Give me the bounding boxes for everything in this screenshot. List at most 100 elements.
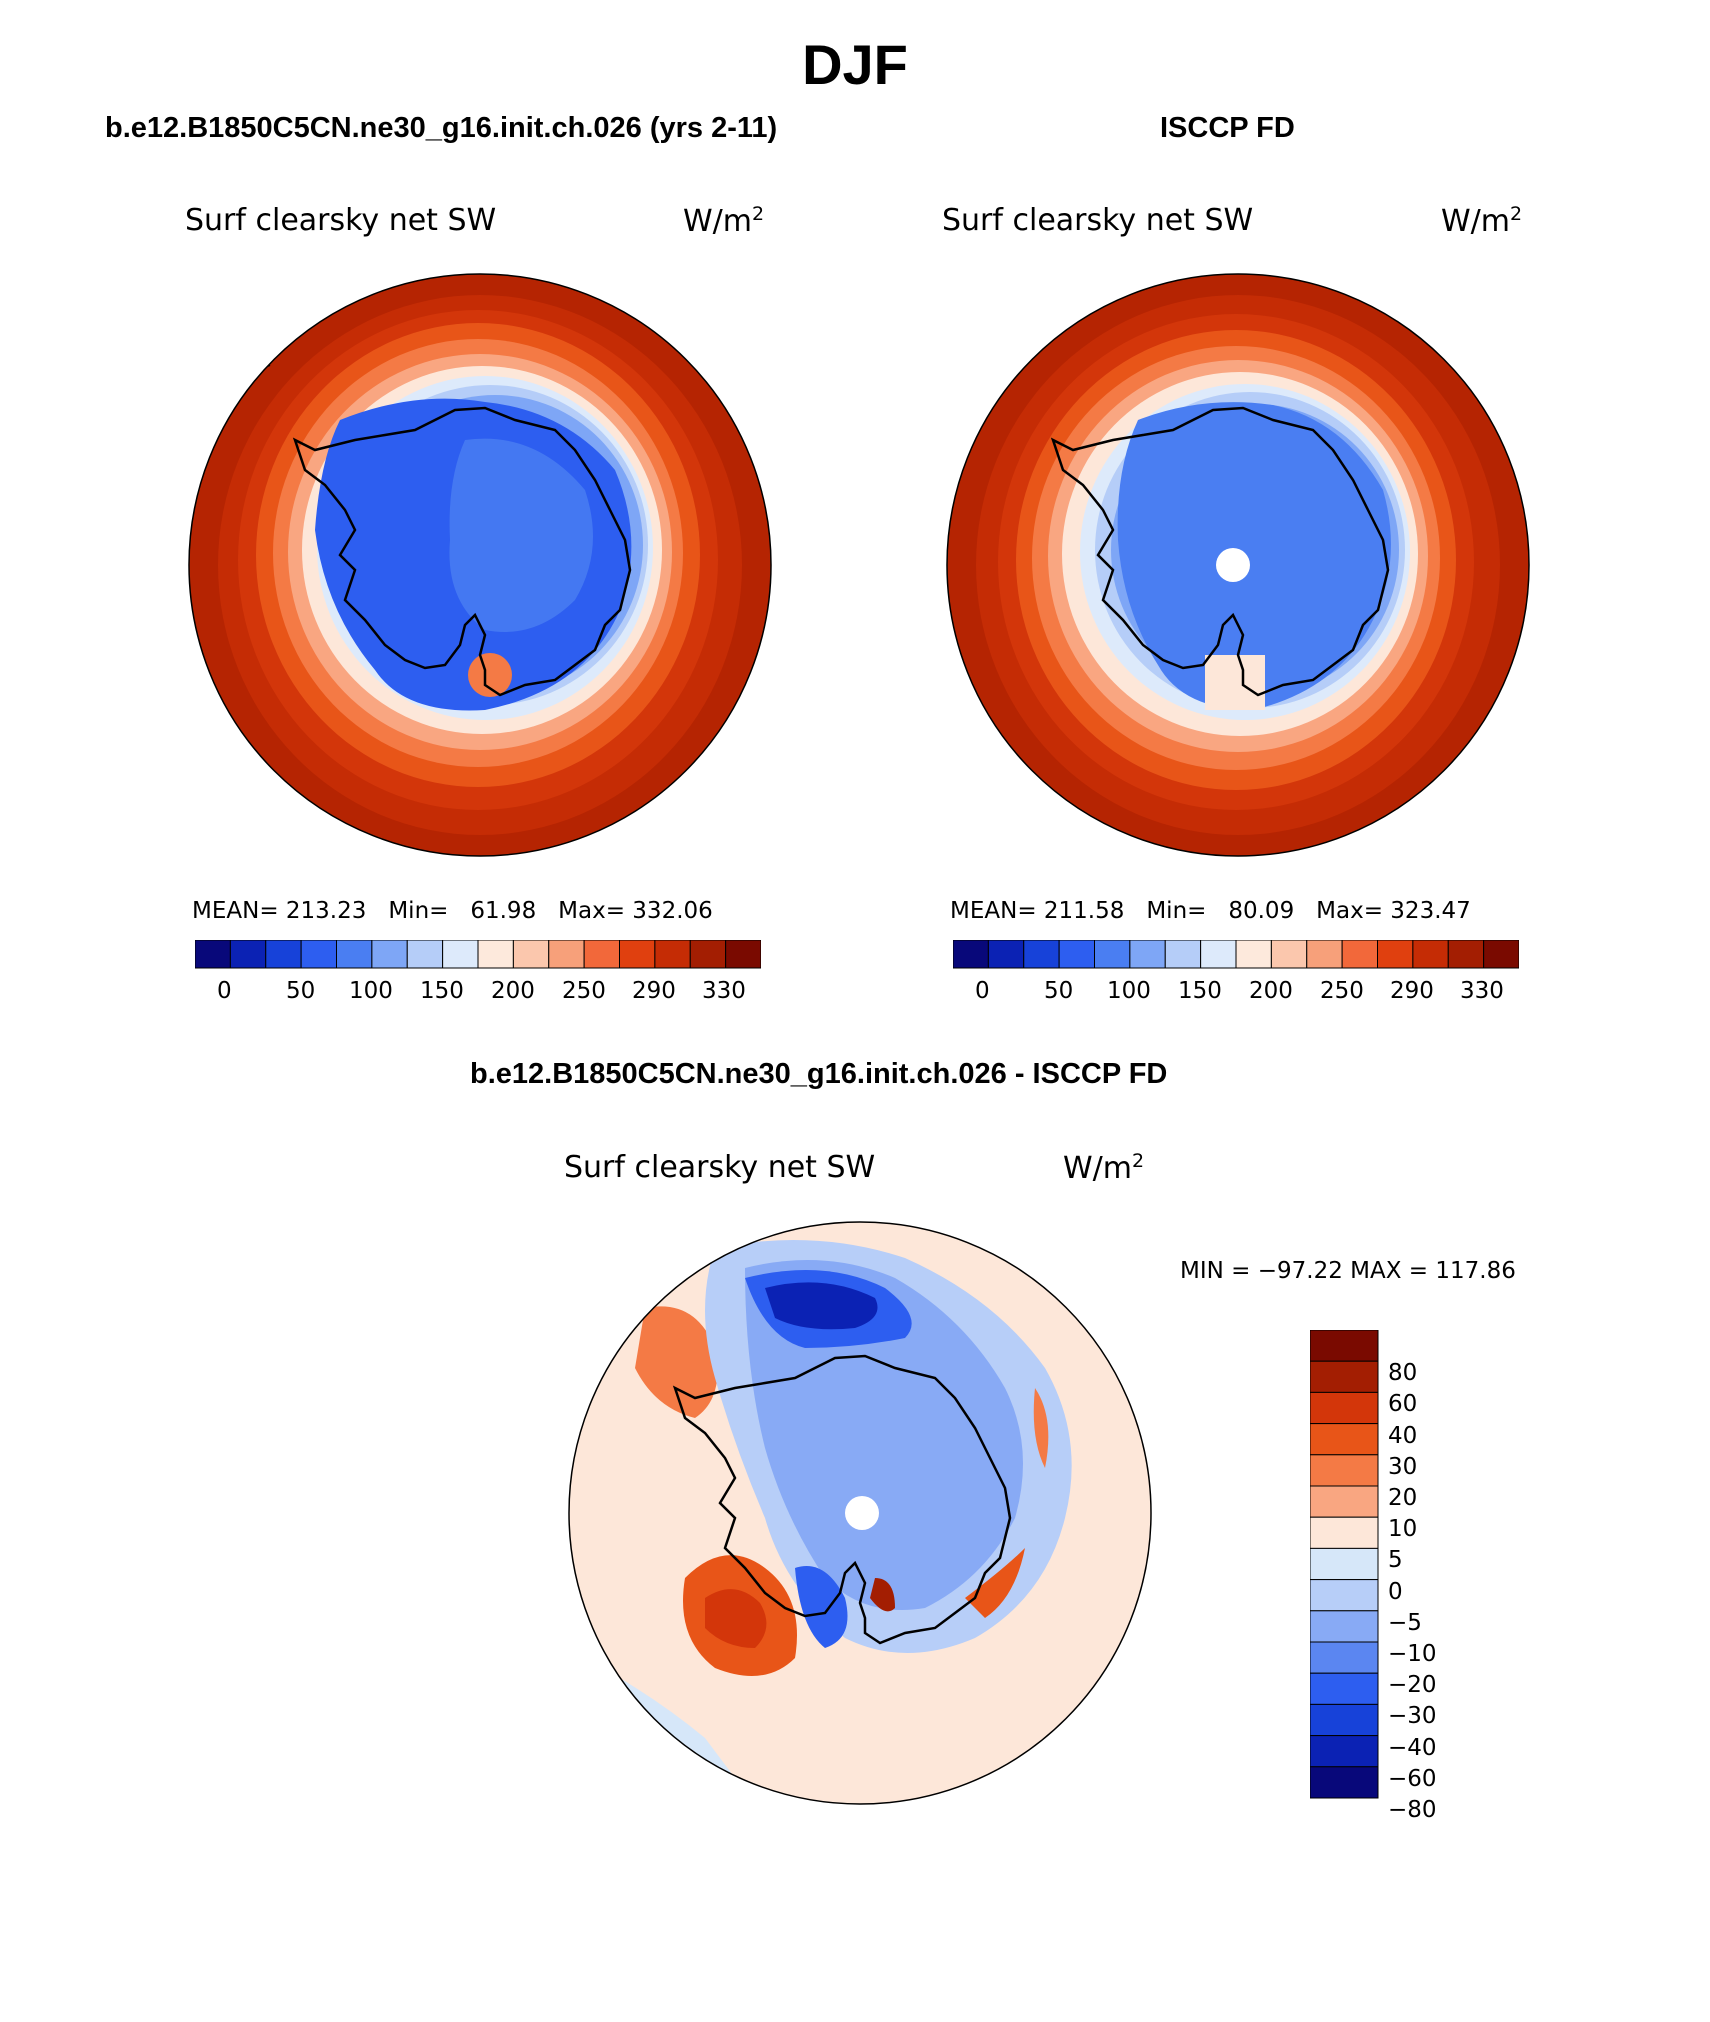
- colorbar-swatch: [1023, 940, 1060, 969]
- colorbar-swatch: [1058, 940, 1096, 969]
- colorbar-tick: 50: [1044, 978, 1074, 1004]
- colorbar-label: −5: [1388, 1609, 1422, 1636]
- colorbar-swatch: [953, 940, 989, 969]
- panel-title-obs: ISCCP FD: [1160, 112, 1295, 144]
- colorbar-swatch: [1094, 940, 1131, 969]
- colorbar-swatch: [1310, 1735, 1379, 1768]
- stats-model: MEAN= 213.23 Min= 61.98 Max= 332.06: [192, 898, 713, 924]
- colorbar-label: 40: [1388, 1422, 1418, 1449]
- colorbar-swatch: [1310, 1485, 1379, 1518]
- colorbar-label: 10: [1388, 1516, 1418, 1543]
- colorbar-swatch: [1129, 940, 1166, 969]
- colorbar-swatch: [406, 940, 444, 969]
- colorbar-tick: 150: [420, 978, 464, 1004]
- colorbar-swatch: [1483, 940, 1519, 969]
- colorbar-label: 5: [1388, 1547, 1403, 1574]
- colorbar-diff: [1310, 1330, 1379, 1799]
- figure-title: DJF: [802, 33, 908, 96]
- colorbar-swatch: [300, 940, 338, 969]
- colorbar-swatch: [477, 940, 514, 969]
- colorbar-swatch: [654, 940, 691, 969]
- colorbar-label: −10: [1388, 1641, 1437, 1667]
- units-label-model: W/m2: [683, 203, 765, 239]
- colorbar-swatch: [1310, 1547, 1379, 1581]
- colorbar-ticks-obs: 0 50 100 150 200 250 290 330: [953, 978, 1519, 1008]
- colorbar-swatch: [1377, 940, 1414, 969]
- map-obs-polar: [946, 273, 1530, 857]
- colorbar-swatch: [1310, 1579, 1379, 1612]
- colorbar-swatch: [371, 940, 408, 969]
- colorbar-swatch: [442, 940, 479, 969]
- colorbar-model: [195, 940, 761, 969]
- colorbar-swatch: [1310, 1610, 1379, 1643]
- colorbar-swatch: [1310, 1672, 1379, 1705]
- colorbar-label: 20: [1388, 1485, 1418, 1511]
- colorbar-swatch: [265, 940, 302, 969]
- units-label-diff: W/m2: [1063, 1150, 1145, 1186]
- colorbar-swatch: [1235, 940, 1272, 969]
- colorbar-tick: 200: [491, 978, 535, 1004]
- colorbar-swatch: [1310, 1703, 1379, 1737]
- colorbar-tick: 330: [1460, 978, 1504, 1004]
- colorbar-swatch: [619, 940, 656, 969]
- colorbar-swatch: [1310, 1423, 1379, 1456]
- colorbar-swatch: [512, 940, 550, 969]
- colorbar-label: −30: [1388, 1703, 1437, 1730]
- colorbar-swatch: [725, 940, 761, 969]
- panel-title-model: b.e12.B1850C5CN.ne30_g16.init.ch.026 (yr…: [105, 112, 778, 144]
- colorbar-swatch: [336, 940, 373, 969]
- colorbar-tick: 290: [1390, 978, 1434, 1004]
- colorbar-label: 0: [1388, 1578, 1403, 1605]
- colorbar-swatch: [1310, 1360, 1379, 1393]
- colorbar-swatch: [1412, 940, 1449, 969]
- variable-label-model: Surf clearsky net SW: [185, 203, 497, 238]
- colorbar-swatch: [1310, 1641, 1379, 1674]
- map-model-polar: [188, 273, 772, 857]
- colorbar-label: 60: [1388, 1391, 1418, 1418]
- range-text-diff: MIN = −97.22 MAX = 117.86: [1180, 1258, 1516, 1284]
- colorbar-label: 80: [1388, 1360, 1418, 1387]
- colorbar-ticks-model: 0 50 100 150 200 250 290 330: [195, 978, 761, 1008]
- colorbar-label: −80: [1388, 1797, 1437, 1823]
- colorbar-obs: [953, 940, 1519, 969]
- colorbar-tick: 330: [702, 978, 746, 1004]
- colorbar-swatch: [1310, 1766, 1379, 1799]
- colorbar-tick: 200: [1249, 978, 1293, 1004]
- panel-title-diff: b.e12.B1850C5CN.ne30_g16.init.ch.026 - I…: [470, 1058, 1168, 1090]
- colorbar-swatch: [1270, 940, 1308, 969]
- colorbar-tick: 50: [286, 978, 316, 1004]
- colorbar-swatch: [229, 940, 267, 969]
- colorbar-swatch: [1341, 940, 1379, 969]
- colorbar-swatch: [548, 940, 585, 969]
- colorbar-tick: 0: [217, 978, 232, 1004]
- colorbar-swatch: [1164, 940, 1202, 969]
- colorbar-tick: 100: [1107, 978, 1151, 1004]
- colorbar-tick: 150: [1178, 978, 1222, 1004]
- colorbar-labels-diff: 80 60 40 30 20 10 5 0 −5 −10 −20 −30 −40 −60 −80: [1388, 1345, 1468, 1823]
- colorbar-tick: 250: [1320, 978, 1364, 1004]
- colorbar-label: 30: [1388, 1453, 1418, 1480]
- colorbar-swatch: [987, 940, 1025, 969]
- variable-label-diff: Surf clearsky net SW: [564, 1150, 876, 1185]
- colorbar-swatch: [1447, 940, 1485, 969]
- map-diff-polar: [568, 1221, 1152, 1805]
- colorbar-tick: 100: [349, 978, 393, 1004]
- colorbar-label: −40: [1388, 1734, 1437, 1761]
- colorbar-swatch: [195, 940, 231, 969]
- colorbar-swatch: [1310, 1454, 1379, 1487]
- colorbar-swatch: [1310, 1330, 1379, 1362]
- colorbar-swatch: [689, 940, 727, 969]
- colorbar-tick: 290: [632, 978, 676, 1004]
- stats-obs: MEAN= 211.58 Min= 80.09 Max= 323.47: [950, 898, 1471, 924]
- colorbar-label: −60: [1388, 1765, 1437, 1792]
- colorbar-swatch: [1310, 1516, 1379, 1549]
- colorbar-swatch: [1306, 940, 1343, 969]
- variable-label-obs: Surf clearsky net SW: [942, 203, 1254, 238]
- colorbar-tick: 250: [562, 978, 606, 1004]
- colorbar-label: −20: [1388, 1672, 1437, 1699]
- colorbar-swatch: [1310, 1391, 1379, 1425]
- colorbar-swatch: [1200, 940, 1237, 969]
- colorbar-swatch: [583, 940, 621, 969]
- units-label-obs: W/m2: [1441, 203, 1523, 239]
- colorbar-tick: 0: [975, 978, 990, 1004]
